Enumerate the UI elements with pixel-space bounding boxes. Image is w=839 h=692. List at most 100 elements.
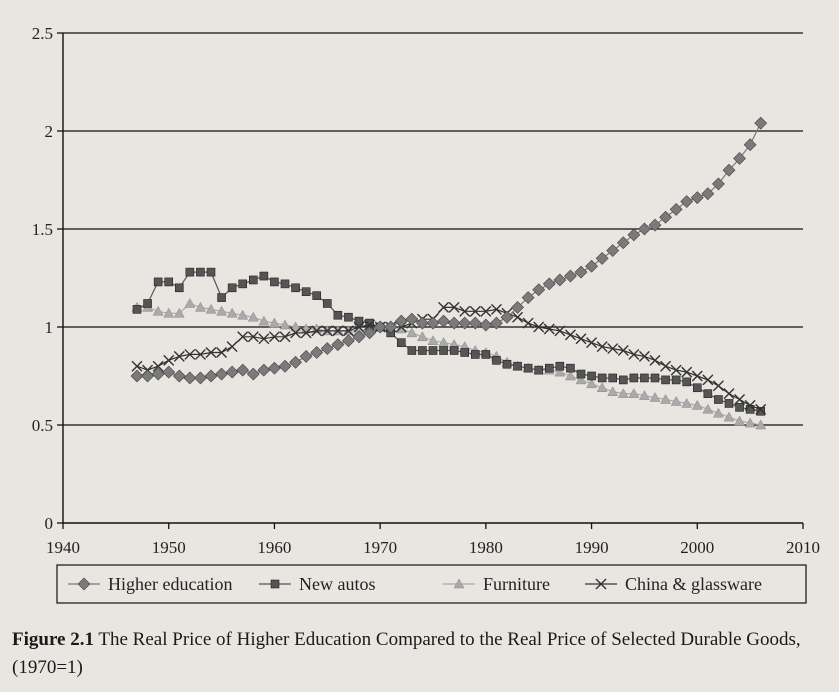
data-point-furniture: [702, 403, 714, 414]
legend-marker: [270, 579, 280, 589]
data-point-new-autos: [312, 291, 322, 300]
figure-label: Figure 2.1: [12, 629, 94, 650]
x-tick-label: 2000: [680, 538, 714, 557]
data-point-higher-education: [194, 371, 207, 385]
data-point-furniture: [427, 335, 439, 345]
data-point-higher-education: [447, 316, 461, 330]
data-point-furniture: [237, 309, 249, 320]
data-point-china-glassware: [311, 325, 323, 337]
data-point-new-autos: [534, 365, 544, 375]
x-marker-stroke: [364, 319, 376, 331]
x-marker-stroke: [564, 329, 576, 341]
x-marker-stroke: [586, 337, 598, 349]
data-point-new-autos: [153, 277, 163, 287]
data-point-new-autos: [650, 373, 660, 383]
data-point-furniture: [269, 317, 280, 328]
legend: Higher education New autos Furniture China …: [56, 564, 807, 604]
x-marker-stroke: [184, 348, 196, 360]
data-point-higher-education: [479, 318, 493, 332]
data-point-new-autos: [206, 267, 216, 277]
x-marker-stroke: [681, 366, 693, 378]
data-point-new-autos: [132, 305, 142, 314]
data-point-china-glassware: [353, 321, 365, 333]
legend-item-furniture: Furniture: [443, 574, 550, 594]
data-point-new-autos: [185, 267, 195, 277]
x-marker-stroke: [353, 321, 365, 333]
data-point-china-glassware: [173, 350, 185, 362]
data-point-new-autos: [196, 267, 205, 277]
y-tick-label: 2: [45, 122, 54, 141]
data-point-new-autos: [322, 299, 332, 308]
data-point-china-glassware: [321, 325, 333, 337]
x-marker-stroke: [490, 303, 502, 315]
x-marker-stroke: [596, 341, 608, 353]
data-point-china-glassware: [131, 360, 143, 372]
data-point-higher-education: [585, 259, 598, 273]
data-point-china-glassware: [480, 305, 492, 317]
data-point-furniture: [195, 301, 206, 312]
data-point-higher-education: [342, 334, 355, 348]
x-marker-stroke: [268, 331, 280, 343]
data-point-furniture: [184, 297, 196, 308]
figure-caption-text: The Real Price of Higher Education Compa…: [12, 629, 801, 678]
series-lines: [130, 116, 768, 430]
data-point-furniture: [628, 388, 640, 398]
data-point-higher-education: [680, 195, 694, 208]
data-point-higher-education: [754, 116, 768, 130]
data-point-higher-education: [151, 367, 165, 381]
x-marker-stroke: [152, 360, 164, 372]
x-marker-stroke: [480, 305, 492, 317]
data-point-higher-education: [638, 222, 651, 236]
data-point-china-glassware: [628, 348, 640, 360]
legend-item-china-glassware: China & glassware: [585, 574, 762, 594]
data-point-furniture: [575, 374, 587, 385]
data-point-china-glassware: [279, 331, 291, 343]
data-point-china-glassware: [617, 345, 629, 357]
x-tick-label: 1990: [575, 538, 609, 557]
data-point-new-autos: [566, 363, 575, 373]
data-point-higher-education: [468, 316, 482, 330]
legend-marker: [595, 578, 607, 590]
x-marker-stroke: [649, 354, 661, 366]
data-point-china-glassware: [533, 321, 545, 333]
data-point-higher-education: [215, 367, 228, 381]
data-point-china-glassware: [670, 364, 682, 376]
data-point-new-autos: [492, 356, 501, 365]
data-point-higher-education: [690, 191, 704, 205]
data-point-new-autos: [756, 406, 766, 416]
x-marker-stroke: [311, 325, 323, 337]
x-marker-stroke: [216, 346, 228, 358]
data-point-higher-education: [437, 314, 450, 328]
x-marker-stroke: [131, 360, 143, 372]
data-point-higher-education: [130, 369, 144, 383]
data-point-china-glassware: [300, 327, 312, 339]
data-point-furniture: [681, 397, 693, 408]
data-point-new-autos: [714, 395, 723, 404]
data-point-furniture: [247, 311, 259, 322]
data-point-higher-education: [268, 361, 281, 375]
x-marker-stroke: [712, 380, 724, 392]
data-point-higher-education: [553, 273, 567, 287]
data-point-new-autos: [227, 283, 237, 293]
data-point-new-autos: [164, 277, 174, 287]
data-point-china-glassware: [564, 329, 576, 341]
x-tick-label: 1980: [469, 538, 503, 557]
data-point-new-autos: [460, 348, 470, 357]
data-point-new-autos: [502, 359, 512, 369]
data-point-new-autos: [259, 271, 269, 281]
x-marker-stroke: [300, 327, 312, 339]
data-point-higher-education: [183, 371, 197, 385]
data-point-china-glassware: [522, 317, 534, 329]
data-point-higher-education: [564, 269, 577, 283]
x-tick-label: 1940: [46, 538, 80, 557]
data-point-furniture: [713, 407, 724, 418]
data-point-new-autos: [640, 373, 649, 383]
legend-item-higher-education: Higher education: [68, 574, 232, 594]
x-marker-stroke: [448, 301, 460, 313]
data-point-furniture: [279, 319, 291, 330]
axes: 0 0.5 1 1.5 2 2.5 1940 1950 1960 1970 1980 1990 2000…: [32, 24, 820, 557]
data-point-higher-education: [532, 283, 546, 297]
legend-label: Higher education: [108, 574, 232, 594]
data-point-furniture: [417, 331, 428, 342]
